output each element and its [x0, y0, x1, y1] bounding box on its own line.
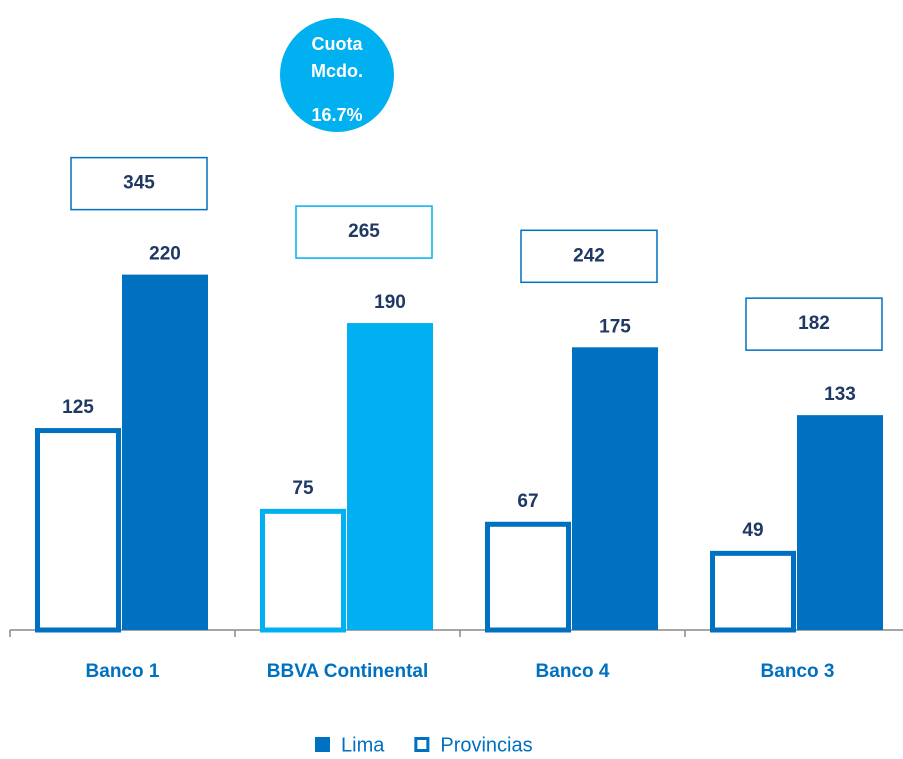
total-box	[295, 205, 433, 259]
bar	[485, 521, 571, 633]
bar	[710, 550, 796, 633]
total-box	[70, 156, 208, 211]
value-label: 133	[824, 384, 856, 405]
annotation-line: Cuota	[312, 34, 364, 54]
bar	[347, 323, 433, 630]
value-label: 190	[374, 292, 406, 313]
value-label: 175	[599, 316, 631, 337]
value-label: 49	[742, 520, 763, 541]
annotation-bubble	[280, 18, 394, 132]
bar	[797, 415, 883, 630]
bar	[122, 274, 208, 630]
annotation-value: 16.7%	[311, 105, 362, 125]
annotation-line: Mcdo.	[311, 61, 363, 81]
legend-swatch	[315, 737, 330, 752]
x-tick-label: Banco 4	[536, 661, 610, 682]
value-label: 220	[149, 244, 181, 265]
bar	[35, 428, 121, 633]
legend-swatch	[414, 737, 430, 752]
x-tick-label: Banco 1	[86, 661, 160, 682]
bar	[572, 347, 658, 630]
total-label: 242	[573, 245, 605, 266]
total-label: 182	[798, 313, 830, 334]
total-label: 345	[123, 173, 155, 194]
legend-label: Provincias	[440, 734, 532, 756]
total-label: 265	[348, 221, 380, 242]
value-label: 67	[517, 491, 538, 512]
total-box	[520, 229, 658, 284]
value-label: 75	[292, 478, 314, 499]
value-label: 125	[62, 397, 94, 418]
x-tick-label: Banco 3	[761, 661, 835, 682]
bar	[260, 508, 346, 633]
total-box	[745, 297, 883, 351]
legend-label: Lima	[341, 734, 385, 756]
x-tick-label: BBVA Continental	[267, 661, 429, 682]
